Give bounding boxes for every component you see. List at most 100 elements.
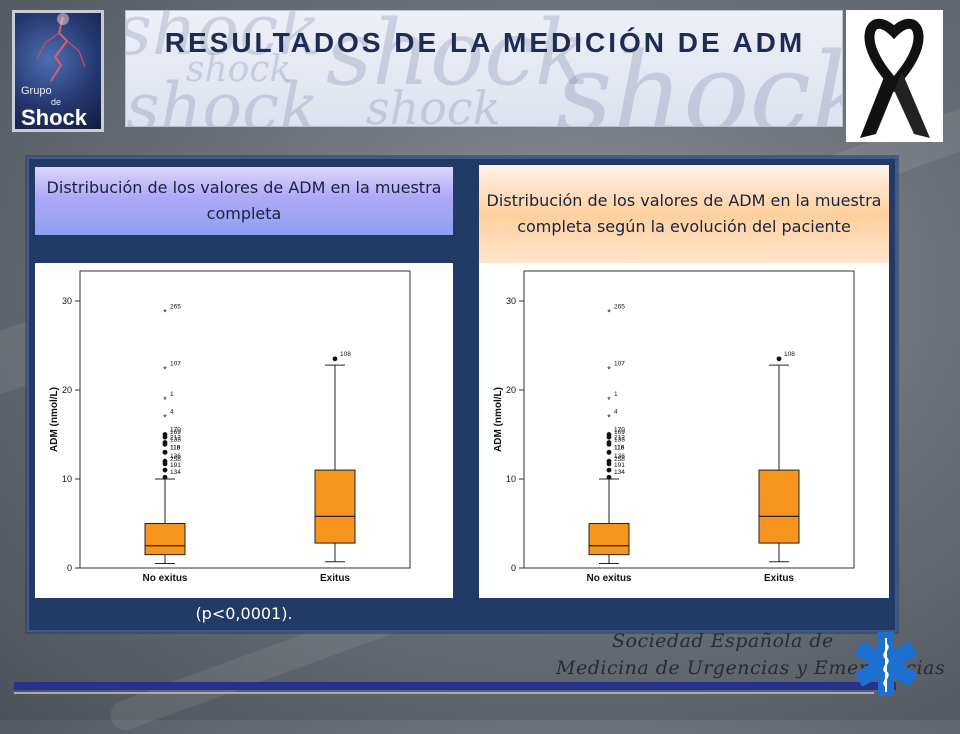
outlier-label: 170 [170,427,181,434]
outlier-label: 134 [170,469,181,476]
outlier-label: 169 [170,429,181,436]
outlier-star: * [607,413,611,423]
plot-frame [79,270,411,569]
outlier-dot [606,449,612,455]
outlier-dot [606,441,612,447]
watermark: shock [125,10,321,71]
outlier-star: * [607,308,611,318]
x-tick-label: Exitus [320,573,350,584]
outlier-label: 107 [614,361,625,368]
mourning-ribbon [846,10,943,142]
outlier-dot [162,441,168,447]
outlier-star: * [607,365,611,375]
footer-society-line2: Medicina de Urgencias y Emergencias [556,657,946,679]
y-tick-label: 0 [67,563,72,573]
outlier-label: 116 [170,444,181,451]
y-tick-label: 10 [62,474,72,484]
watermark: shock [126,69,320,127]
caption-right: Distribución de los valores de ADM en la… [479,165,889,263]
box-exitus [314,469,356,544]
p-value: (p<0,0001). [195,604,293,623]
black-ribbon-icon [860,18,930,138]
page-title: RESULTADOS DE LA MEDICIÓN DE ADM [164,27,806,58]
caption-left: Distribución de los valores de ADM en la… [35,167,453,235]
outlier-dot [606,467,612,473]
boxplot-right: 0 10 20 30 ADM (nmol/L) No exitus Exitus * 265 * 1… [479,263,889,598]
lightning-icon [36,13,86,82]
star-of-life-icon [854,632,918,696]
y-tick-label: 30 [62,296,72,306]
outlier-dot [162,449,168,455]
outlier-label: 191 [614,462,625,469]
outlier-dot [606,434,612,440]
title-banner: shock shock shock shock shock shock RESU… [125,10,843,127]
outlier-label: 108 [340,351,351,358]
y-axis-label: ADM (nmol/L) [49,387,60,452]
outlier-dot [606,474,612,480]
outlier-label: 212 [170,435,181,442]
outlier-dot [162,461,168,467]
x-tick-label: No exitus [142,573,187,584]
outlier-label: 116 [614,444,625,451]
outlier-label: 134 [614,469,625,476]
outlier-star: * [163,413,167,423]
plot-frame [523,270,855,569]
outlier-label: 4 [170,409,174,416]
grupo-de-shock-logo: Grupo de Shock [12,10,104,132]
x-tick-label: Exitus [764,573,794,584]
outlier-label: 265 [614,304,625,311]
outlier-label: 265 [170,304,181,311]
outlier-star: * [607,395,611,405]
watermark: shock [326,10,590,106]
outlier-label: 169 [614,429,625,436]
y-tick-label: 10 [506,474,516,484]
y-tick-label: 0 [511,563,516,573]
box-exitus [758,469,800,544]
logo-text-de: de [51,97,62,107]
outlier-label: 4 [614,409,618,416]
outlier-star: * [163,395,167,405]
outlier-dot [332,356,338,362]
footer-divider [14,682,896,690]
outlier-label: 1 [614,391,618,398]
box-no-exitus [588,523,630,556]
watermark: shock [186,49,292,90]
outlier-label: 118 [170,444,181,451]
footer-divider-thin [14,692,874,694]
logo-text-grupo: Grupo [21,85,52,97]
star-of-life-logo [846,630,926,698]
boxplot-left: 0 10 20 30 ADM (nmol/L) No exitus Exitus * 265 * 1… [35,263,453,598]
outlier-dot [606,461,612,467]
outlier-label: 258 [170,456,181,463]
footer-society-line1: Sociedad Española de [612,630,834,652]
outlier-dot [162,474,168,480]
outlier-dot [162,467,168,473]
outlier-label: 133 [614,436,625,443]
outlier-star: * [163,308,167,318]
outlier-star: * [163,365,167,375]
outlier-dot [776,356,782,362]
logo-text-shock: Shock [21,105,88,130]
x-tick-label: No exitus [586,573,631,584]
outlier-label: 136 [170,453,181,460]
watermark: shock [366,81,501,127]
outlier-label: 212 [614,435,625,442]
outlier-label: 136 [614,453,625,460]
outlier-label: 258 [614,456,625,463]
y-tick-label: 30 [506,296,516,306]
outlier-label: 1 [170,391,174,398]
y-axis-label: ADM (nmol/L) [493,387,504,452]
outlier-label: 107 [170,361,181,368]
outlier-dot [162,434,168,440]
outlier-label: 191 [170,462,181,469]
outlier-label: 118 [614,444,625,451]
box-no-exitus [144,523,186,556]
y-tick-label: 20 [506,385,516,395]
outlier-label: 108 [784,351,795,358]
y-tick-label: 20 [62,385,72,395]
outlier-label: 170 [614,427,625,434]
outlier-label: 133 [170,436,181,443]
watermark: shock [556,29,842,127]
